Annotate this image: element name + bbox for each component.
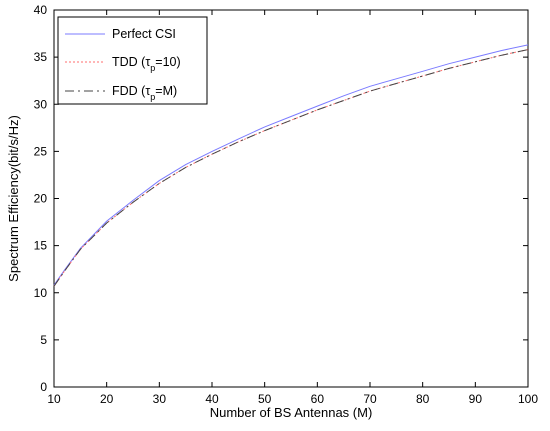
x-tick-label: 30 [153, 392, 167, 406]
y-tick-label: 5 [40, 333, 47, 347]
x-tick-label: 80 [416, 392, 430, 406]
series-lines [53, 44, 529, 287]
legend-label-perfect-csi: Perfect CSI [112, 27, 176, 41]
legend-label-fdd: FDD (τp=M) [112, 84, 177, 102]
y-tick-label: 0 [40, 380, 47, 394]
x-tick-label: 50 [258, 392, 272, 406]
y-tick-label: 20 [34, 192, 48, 206]
y-tick-label: 35 [34, 50, 48, 64]
y-axis-title: Spectrum Efficiency(bit/s/Hz) [6, 115, 21, 282]
y-tick-label: 40 [34, 3, 48, 17]
series-line-2 [53, 49, 529, 287]
y-tick-label: 25 [34, 144, 48, 158]
y-tick-label: 10 [34, 286, 48, 300]
series-line-0 [53, 44, 529, 286]
x-tick-label: 100 [518, 392, 538, 406]
legend: Perfect CSI TDD (τp=10) FDD (τp=M) [57, 16, 208, 105]
x-tick-label: 70 [363, 392, 377, 406]
x-tick-label: 20 [100, 392, 114, 406]
legend-box [57, 16, 208, 105]
x-tick-label: 10 [47, 392, 61, 406]
axis-ticks: 10 20 30 40 50 60 70 80 90 100 0 5 10 15 20 25 30 35 40 [34, 3, 539, 406]
x-tick-label: 40 [205, 392, 219, 406]
y-tick-label: 15 [34, 239, 48, 253]
y-tick-label: 30 [34, 97, 48, 111]
x-axis-title: Number of BS Antennas (M) [210, 405, 373, 420]
x-tick-label: 60 [311, 392, 325, 406]
legend-label-tdd: TDD (τp=10) [112, 55, 181, 73]
x-tick-label: 90 [469, 392, 483, 406]
